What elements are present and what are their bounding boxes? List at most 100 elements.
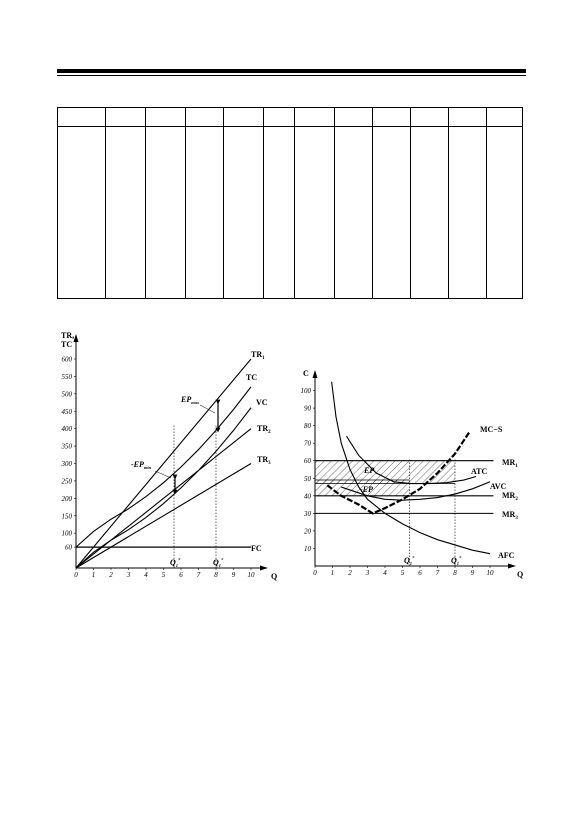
y-tick-label: 60	[65, 544, 73, 552]
table-cell	[410, 126, 449, 299]
table-cell	[57, 126, 106, 299]
left-chart: TR, TC Q 0 1 2 3 4 5 6 7 8 9 10 60 100 150 200 250 300 3…	[61, 331, 278, 581]
y-tick-label: 80	[304, 422, 312, 430]
x-tick-label: 9	[232, 571, 236, 579]
x-tick-label: 5	[162, 571, 166, 579]
left-q2-label: Q1*	[213, 557, 224, 568]
x-tick-label: 6	[418, 569, 422, 577]
y-tick-label: 150	[62, 512, 73, 520]
y-tick-label: 450	[62, 408, 73, 416]
right-q2-label: Q1*	[451, 555, 462, 566]
label-afc: AFC	[498, 551, 515, 560]
left-x-ticks: 0 1 2 3 4 5 6 7 8 9 10	[74, 568, 255, 579]
label-atc: ATC	[471, 467, 488, 476]
x-tick-label: 0	[74, 571, 78, 579]
right-y-arrow	[312, 370, 318, 378]
y-tick-label: 90	[304, 405, 312, 413]
y-tick-label: 60	[304, 457, 312, 465]
ep-max-leader	[199, 404, 216, 414]
table-cell	[185, 126, 224, 299]
left-y-arrow	[73, 334, 79, 342]
left-y-ticks: 60 100 150 200 250 300 350 400 450 500 550 600	[61, 356, 76, 552]
x-tick-label: 10	[248, 571, 256, 579]
label-avc: AVC	[490, 482, 507, 491]
series-avc	[341, 481, 491, 501]
label-fc: FC	[251, 544, 262, 553]
header-rule-thick	[57, 69, 526, 73]
x-tick-label: 4	[144, 571, 148, 579]
left-xlabel: Q	[271, 572, 277, 581]
x-tick-label: 3	[126, 571, 131, 579]
label-tr2: TR2	[257, 424, 271, 435]
x-tick-label: 1	[92, 571, 96, 579]
y-tick-label: 100	[62, 530, 73, 538]
x-tick-label: 4	[383, 569, 387, 577]
left-q1-label: Q1*	[170, 557, 181, 568]
x-tick-label: 1	[331, 569, 335, 577]
y-tick-label: 250	[62, 477, 73, 485]
x-tick-label: 9	[471, 569, 475, 577]
series-tc	[75, 386, 252, 548]
left-ylabel-1: TR,	[61, 331, 74, 340]
left-x-arrow	[260, 565, 268, 571]
label-vc: VC	[256, 398, 268, 407]
x-tick-label: 8	[453, 569, 457, 577]
y-tick-label: 50	[304, 475, 312, 483]
table-cell	[223, 126, 264, 299]
right-y-ticks: 10 20 30 40 50 60 70 80 90 100	[301, 387, 315, 553]
label-mcs: MC−S	[480, 425, 503, 434]
left-ylabel-2: TC	[61, 340, 72, 349]
x-tick-label: 7	[436, 569, 440, 577]
y-tick-label: 100	[301, 387, 312, 395]
y-tick-label: 200	[62, 495, 73, 503]
x-tick-label: 7	[197, 571, 201, 579]
y-tick-label: 20	[304, 527, 312, 535]
y-tick-label: 350	[61, 443, 73, 451]
table-cell	[334, 126, 373, 299]
y-tick-label: 600	[62, 356, 73, 364]
series-mc-s	[326, 432, 470, 515]
y-tick-label: 300	[61, 460, 73, 468]
series-tr3	[75, 463, 252, 569]
ep-hatched-area	[315, 460, 455, 484]
series-tr1	[75, 358, 252, 569]
data-table	[57, 107, 523, 299]
right-ylabel: C	[303, 369, 309, 378]
right-q-lines	[409, 458, 456, 566]
label-tc: TC	[246, 373, 257, 382]
left-series	[75, 358, 252, 569]
y-tick-label: 40	[304, 492, 312, 500]
y-tick-label: 550	[62, 373, 73, 381]
x-tick-label: 10	[487, 569, 495, 577]
neg-ep-area-label: -EP	[360, 485, 373, 494]
x-tick-label: 8	[214, 571, 218, 579]
y-tick-label: 500	[62, 390, 73, 398]
label-mr1: MR1	[502, 458, 518, 469]
right-series	[315, 381, 494, 555]
label-tr1: TR1	[251, 350, 265, 361]
right-q1-label: Q1*	[404, 555, 415, 566]
x-tick-label: 2	[348, 569, 352, 577]
series-atc	[346, 435, 477, 485]
right-xlabel: Q	[517, 570, 523, 579]
ep-area-label: EP	[363, 466, 374, 475]
x-tick-label: 2	[109, 571, 113, 579]
x-tick-label: 3	[365, 569, 370, 577]
y-tick-label: 30	[303, 510, 312, 518]
right-chart: C Q 0 1 2 3 4 5 6 7 8 9 10 10 20 30 40 50 60 70 80 90 100 M…	[301, 369, 524, 579]
table-cell	[263, 126, 295, 299]
table-cell	[105, 126, 146, 299]
label-mr2: MR2	[502, 491, 518, 502]
table-cell	[372, 126, 411, 299]
y-tick-label: 400	[62, 425, 73, 433]
right-x-ticks: 0 1 2 3 4 5 6 7 8 9 10	[313, 566, 494, 577]
neg-ep-min-label: -EPmin	[131, 460, 152, 470]
label-mr3: MR3	[502, 510, 518, 521]
y-tick-label: 10	[304, 545, 312, 553]
neg-ep-min-leader	[154, 470, 172, 479]
neg-ep-hatched-area	[315, 480, 410, 496]
x-tick-label: 0	[313, 569, 317, 577]
table-cell	[448, 126, 487, 299]
label-tr3: TR3	[257, 455, 271, 466]
